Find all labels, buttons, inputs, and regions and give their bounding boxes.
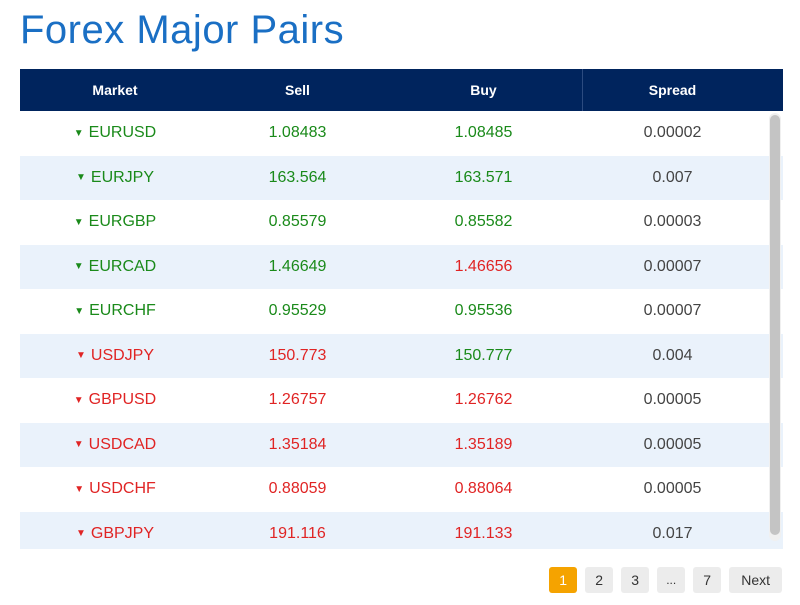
pagination-ellipsis: ... <box>657 567 686 593</box>
page-button-7[interactable]: 7 <box>693 567 722 593</box>
buy-price[interactable]: 0.85582 <box>454 213 513 231</box>
table-row[interactable]: ▼ USDJPY 150.773 150.777 0.004 <box>20 333 783 379</box>
market-cell[interactable]: ▼ USDJPY <box>20 334 210 379</box>
column-header-buy[interactable]: Buy <box>470 82 497 98</box>
spread-value: 0.00005 <box>643 435 702 453</box>
market-cell[interactable]: ▼ EURUSD <box>20 111 210 156</box>
sell-price[interactable]: 0.95529 <box>268 302 327 320</box>
buy-price[interactable]: 191.133 <box>454 524 513 542</box>
market-symbol: USDCHF <box>89 480 156 498</box>
spread-value: 0.00005 <box>643 480 702 498</box>
buy-price[interactable]: 1.08485 <box>454 124 513 142</box>
table-row[interactable]: ▼ GBPJPY 191.116 191.133 0.017 <box>20 511 783 550</box>
page-button-3[interactable]: 3 <box>621 567 650 593</box>
market-cell[interactable]: ▼ GBPJPY <box>20 512 210 550</box>
spread-value: 0.004 <box>652 346 693 364</box>
market-symbol: EURUSD <box>88 124 157 142</box>
pagination: 1 2 3... 7 Next <box>549 567 782 593</box>
spread-value: 0.00002 <box>643 124 702 142</box>
sell-price[interactable]: 0.88059 <box>268 480 327 498</box>
table-row[interactable]: ▼ EURJPY 163.564 163.571 0.007 <box>20 155 783 201</box>
table-row[interactable]: ▼ EURUSD 1.08483 1.08485 0.00002 <box>20 111 783 156</box>
caret-down-icon: ▼ <box>75 350 86 362</box>
market-cell[interactable]: ▼ USDCAD <box>20 423 210 468</box>
buy-price[interactable]: 150.777 <box>454 346 513 364</box>
spread-value: 0.017 <box>652 524 693 542</box>
spread-value: 0.007 <box>652 168 693 186</box>
market-symbol: EURCHF <box>89 302 156 320</box>
market-cell[interactable]: ▼ GBPUSD <box>20 378 210 423</box>
forex-table: Market Sell Buy Spread ▼ EURUSD 1.08483 1.0… <box>20 69 783 549</box>
market-cell[interactable]: ▼ EURCAD <box>20 245 210 290</box>
table-row[interactable]: ▼ EURCAD 1.46649 1.46656 0.00007 <box>20 244 783 290</box>
page-button-2[interactable]: 2 <box>585 567 614 593</box>
caret-down-icon: ▼ <box>73 394 84 406</box>
buy-price[interactable]: 1.35189 <box>454 435 513 453</box>
table-body: ▼ EURUSD 1.08483 1.08485 0.00002 ▼ EURJPY 163.5… <box>20 111 783 549</box>
sell-price[interactable]: 150.773 <box>268 346 327 364</box>
spread-value: 0.00007 <box>643 257 702 275</box>
next-page-button[interactable]: Next <box>729 567 782 593</box>
table-row[interactable]: ▼ USDCAD 1.35184 1.35189 0.00005 <box>20 422 783 468</box>
market-cell[interactable]: ▼ USDCHF <box>20 467 210 512</box>
sell-price[interactable]: 1.46649 <box>268 257 327 275</box>
market-symbol: USDCAD <box>88 435 157 453</box>
buy-price[interactable]: 0.88064 <box>454 480 513 498</box>
buy-price[interactable]: 1.26762 <box>454 391 513 409</box>
sell-price[interactable]: 0.85579 <box>268 213 327 231</box>
sell-price[interactable]: 163.564 <box>268 168 327 186</box>
column-header-market[interactable]: Market <box>92 82 138 98</box>
caret-down-icon: ▼ <box>75 528 86 540</box>
column-header-spread[interactable]: Spread <box>582 69 763 111</box>
buy-price[interactable]: 1.46656 <box>454 257 513 275</box>
caret-down-icon: ▼ <box>73 261 84 273</box>
market-cell[interactable]: ▼ EURCHF <box>20 289 210 334</box>
table-row[interactable]: ▼ GBPUSD 1.26757 1.26762 0.00005 <box>20 378 783 423</box>
market-symbol: USDJPY <box>90 346 155 364</box>
sell-price[interactable]: 1.26757 <box>268 391 327 409</box>
spread-value: 0.00007 <box>643 302 702 320</box>
caret-down-icon: ▼ <box>73 127 84 139</box>
sell-price[interactable]: 191.116 <box>269 524 326 542</box>
caret-down-icon: ▼ <box>74 305 85 317</box>
scrollbar-thumb[interactable] <box>770 115 780 535</box>
market-symbol: EURJPY <box>90 168 155 186</box>
market-cell[interactable]: ▼ EURJPY <box>20 156 210 201</box>
table-row[interactable]: ▼ EURCHF 0.95529 0.95536 0.00007 <box>20 289 783 334</box>
table-header: Market Sell Buy Spread <box>20 69 783 111</box>
vertical-scrollbar[interactable] <box>769 113 781 541</box>
market-symbol: GBPJPY <box>90 524 155 542</box>
sell-price[interactable]: 1.35184 <box>268 435 327 453</box>
sell-price[interactable]: 1.08483 <box>268 124 327 142</box>
caret-down-icon: ▼ <box>74 483 85 495</box>
spread-value: 0.00003 <box>643 213 702 231</box>
table-row[interactable]: ▼ EURGBP 0.85579 0.85582 0.00003 <box>20 200 783 245</box>
page-title: Forex Major Pairs <box>20 8 345 52</box>
table-row[interactable]: ▼ USDCHF 0.88059 0.88064 0.00005 <box>20 467 783 512</box>
market-symbol: GBPUSD <box>88 391 157 409</box>
caret-down-icon: ▼ <box>75 172 86 184</box>
buy-price[interactable]: 163.571 <box>454 168 513 186</box>
buy-price[interactable]: 0.95536 <box>454 302 513 320</box>
column-header-sell[interactable]: Sell <box>285 82 310 98</box>
caret-down-icon: ▼ <box>73 439 84 451</box>
market-symbol: EURGBP <box>88 213 157 231</box>
market-cell[interactable]: ▼ EURGBP <box>20 200 210 245</box>
spread-value: 0.00005 <box>643 391 702 409</box>
page-button-1[interactable]: 1 <box>549 567 578 593</box>
caret-down-icon: ▼ <box>73 216 84 228</box>
market-symbol: EURCAD <box>88 257 157 275</box>
